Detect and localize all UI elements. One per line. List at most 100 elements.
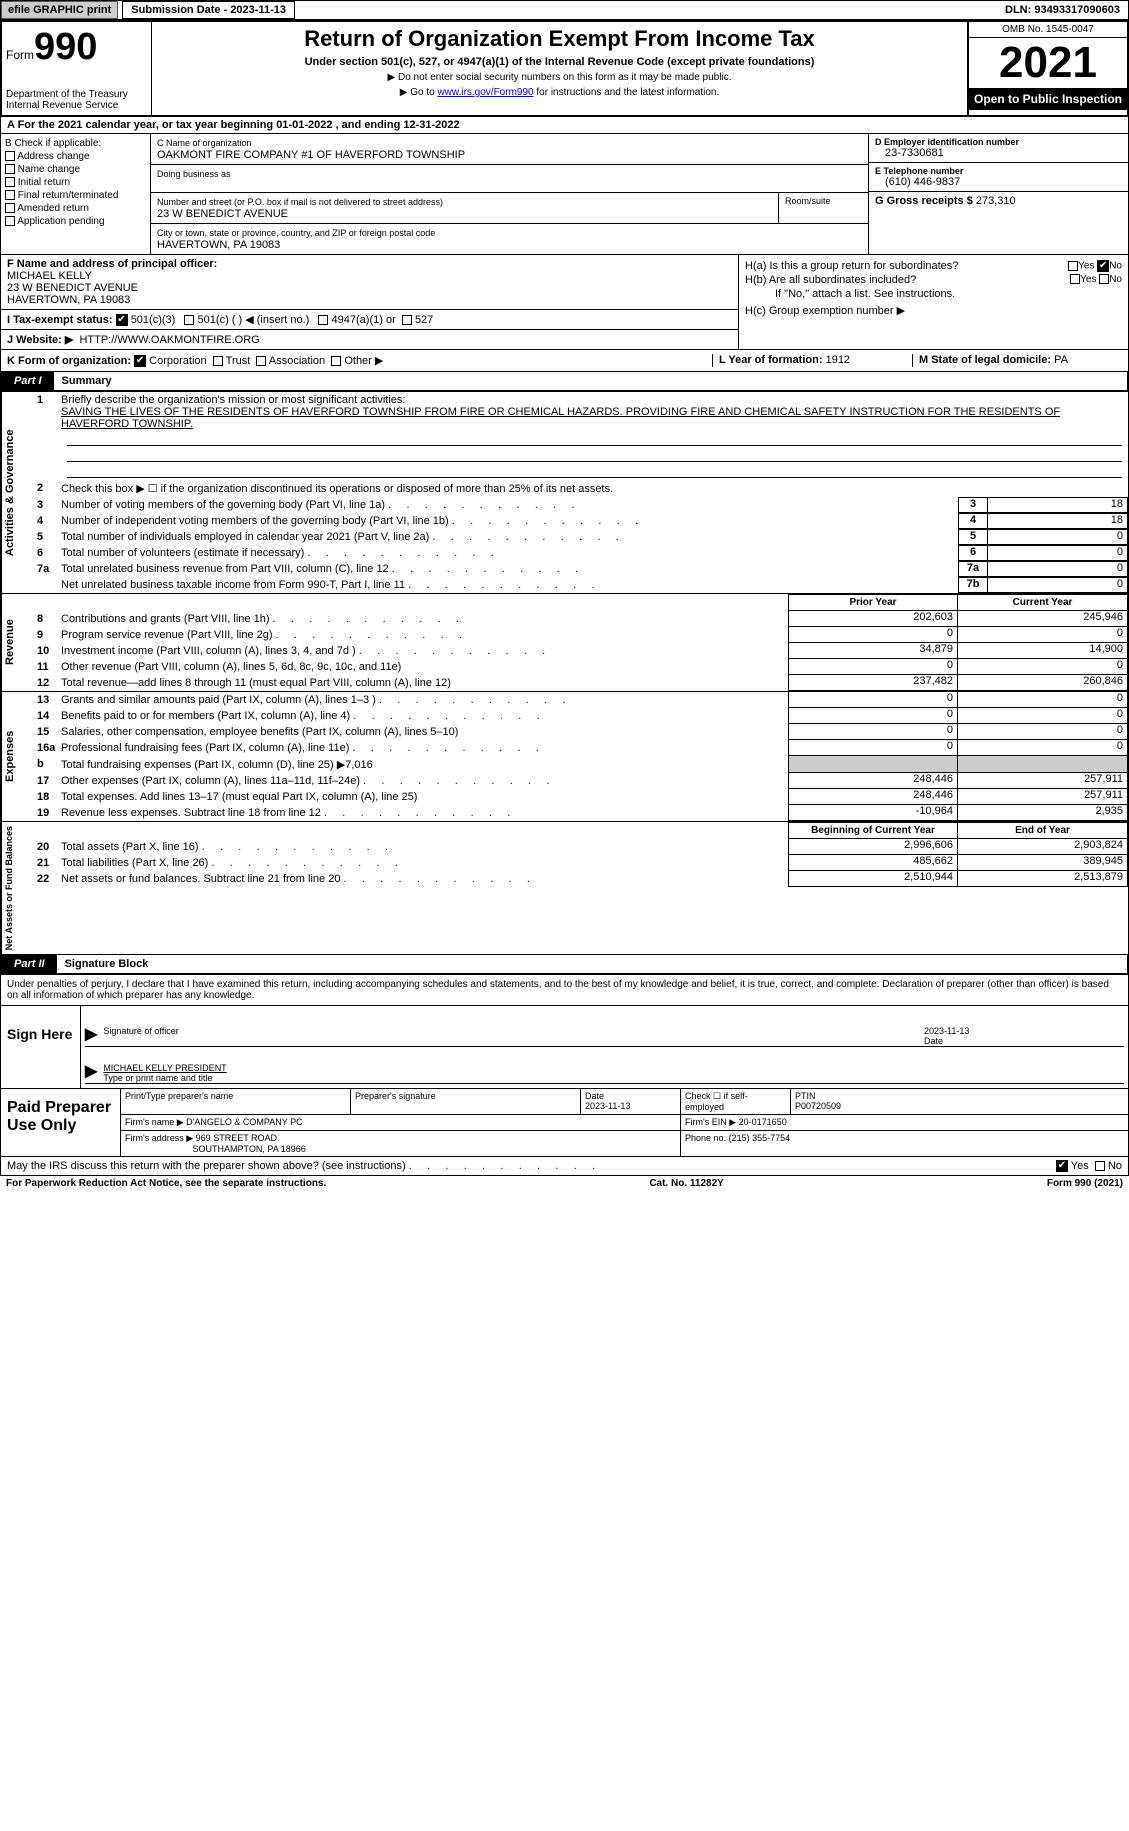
note-link: ▶ Go to www.irs.gov/Form990 for instruct… [156, 87, 963, 98]
tax-exempt-status: I Tax-exempt status: ✔ 501(c)(3) 501(c) … [1, 310, 738, 330]
hdr-prior-year: Prior Year [788, 594, 958, 611]
form-ref: Form 990 (2021) [1047, 1178, 1123, 1189]
city-field: City or town, state or province, country… [151, 224, 868, 254]
prep-ptin: PTINP00720509 [791, 1089, 1128, 1114]
chk-527[interactable] [402, 315, 412, 325]
row-a-tax-year: A For the 2021 calendar year, or tax yea… [0, 117, 1129, 134]
sig-intro: Under penalties of perjury, I declare th… [0, 975, 1129, 1006]
part2-header: Part II Signature Block [0, 955, 1129, 975]
dba-field: Doing business as [151, 165, 868, 193]
principal-officer: F Name and address of principal officer:… [1, 255, 738, 310]
chk-amended[interactable] [5, 203, 15, 213]
note-ssn: ▶ Do not enter social security numbers o… [156, 72, 963, 83]
prep-self-emp: Check ☐ if self-employed [681, 1089, 791, 1114]
chk-corp[interactable]: ✔ [134, 355, 146, 367]
chk-ha-yes[interactable] [1068, 261, 1078, 271]
summary-activities: Activities & Governance 1Briefly describ… [0, 392, 1129, 594]
officer-sig-field: Signature of officer [103, 1024, 924, 1046]
v7a: 0 [988, 561, 1128, 577]
col-b-checkboxes: B Check if applicable: Address change Na… [1, 134, 151, 254]
firm-name: Firm's name ▶ D'ANGELO & COMPANY PC [121, 1115, 681, 1130]
part2-title: Signature Block [57, 955, 157, 973]
firm-phone: Phone no. (215) 355-7754 [681, 1131, 1128, 1156]
chk-4947[interactable] [318, 315, 328, 325]
arrow-icon: ▶ [85, 1024, 103, 1046]
chk-ha-no[interactable]: ✔ [1097, 260, 1109, 272]
part1-header: Part I Summary [0, 372, 1129, 392]
state-domicile: M State of legal domicile: PA [912, 354, 1122, 367]
mission-text: SAVING THE LIVES OF THE RESIDENTS OF HAV… [61, 406, 1060, 430]
col-fij: F Name and address of principal officer:… [1, 255, 738, 349]
section-bcd: B Check if applicable: Address change Na… [0, 134, 1129, 255]
sign-here-label: Sign Here [1, 1006, 81, 1088]
chk-address-change[interactable] [5, 151, 15, 161]
chk-discuss-no[interactable] [1095, 1161, 1105, 1171]
chk-501c3[interactable]: ✔ [116, 314, 128, 326]
side-activities: Activities & Governance [1, 392, 31, 593]
h-c: H(c) Group exemption number ▶ [745, 304, 1122, 317]
form-prefix: Form [6, 48, 34, 62]
irs-discuss-row: May the IRS discuss this return with the… [0, 1157, 1129, 1176]
col-c-org-info: C Name of organization OAKMONT FIRE COMP… [151, 134, 868, 254]
ein-field: D Employer identification number 23-7330… [869, 134, 1128, 163]
form-title: Return of Organization Exempt From Incom… [156, 26, 963, 52]
firm-ein: Firm's EIN ▶ 20-0171650 [681, 1115, 1128, 1130]
omb-number: OMB No. 1545-0047 [969, 22, 1127, 38]
form-number: 990 [34, 26, 97, 68]
col-h-group: H(a) Is this a group return for subordin… [738, 255, 1128, 349]
section-fhij: F Name and address of principal officer:… [0, 255, 1129, 350]
chk-hb-no[interactable] [1099, 274, 1109, 284]
hdr-bcy: Beginning of Current Year [788, 822, 958, 839]
v5: 0 [988, 529, 1128, 545]
prep-name-hdr: Print/Type preparer's name [121, 1089, 351, 1114]
chk-trust[interactable] [213, 356, 223, 366]
form-header: Form990 Department of the Treasury Inter… [0, 20, 1129, 117]
side-netassets: Net Assets or Fund Balances [1, 822, 31, 954]
page-footer: For Paperwork Reduction Act Notice, see … [0, 1176, 1129, 1191]
v4: 18 [988, 513, 1128, 529]
efile-print-button[interactable]: efile GRAPHIC print [1, 1, 118, 19]
summary-expenses: Expenses 13Grants and similar amounts pa… [0, 692, 1129, 822]
tax-year: 2021 [969, 38, 1127, 88]
v7b: 0 [988, 577, 1128, 593]
prep-date: Date2023-11-13 [581, 1089, 681, 1114]
website-row: J Website: ▶ HTTP://WWW.OAKMONTFIRE.ORG [1, 330, 738, 349]
arrow-icon: ▶ [85, 1061, 103, 1083]
street-address-field: Number and street (or P.O. box if mail i… [151, 193, 778, 224]
chk-final-return[interactable] [5, 190, 15, 200]
public-inspection: Open to Public Inspection [969, 88, 1127, 110]
room-suite-field: Room/suite [778, 193, 868, 224]
paperwork-notice: For Paperwork Reduction Act Notice, see … [6, 1178, 326, 1189]
part2-label: Part II [2, 955, 57, 973]
h-note: If "No," attach a list. See instructions… [745, 288, 1122, 300]
firm-address: Firm's address ▶ 969 STREET ROAD SOUTHAM… [121, 1131, 681, 1156]
department-label: Department of the Treasury Internal Reve… [6, 89, 147, 111]
v6: 0 [988, 545, 1128, 561]
part1-title: Summary [54, 372, 120, 390]
chk-assoc[interactable] [256, 356, 266, 366]
col-d-ein: D Employer identification number 23-7330… [868, 134, 1128, 254]
chk-app-pending[interactable] [5, 216, 15, 226]
b-header: B Check if applicable: [5, 138, 146, 149]
sig-date-field: 2023-11-13Date [924, 1024, 1124, 1046]
preparer-block: Paid Preparer Use Only Print/Type prepar… [0, 1089, 1129, 1157]
side-revenue: Revenue [1, 594, 31, 691]
sign-block: Sign Here ▶ Signature of officer 2023-11… [0, 1006, 1129, 1089]
hdr-eoy: End of Year [958, 822, 1128, 839]
top-bar: efile GRAPHIC print Submission Date - 20… [0, 0, 1129, 20]
chk-initial-return[interactable] [5, 177, 15, 187]
year-box: OMB No. 1545-0047 2021 Open to Public In… [967, 22, 1127, 115]
preparer-label: Paid Preparer Use Only [1, 1089, 121, 1156]
year-formation: L Year of formation: 1912 [712, 354, 912, 367]
hdr-current-year: Current Year [958, 594, 1128, 611]
title-box: Return of Organization Exempt From Incom… [152, 22, 967, 115]
chk-hb-yes[interactable] [1070, 274, 1080, 284]
prep-sig-hdr: Preparer's signature [351, 1089, 581, 1114]
chk-name-change[interactable] [5, 164, 15, 174]
chk-other[interactable] [331, 356, 341, 366]
form-number-box: Form990 Department of the Treasury Inter… [2, 22, 152, 115]
chk-501c[interactable] [184, 315, 194, 325]
side-expenses: Expenses [1, 692, 31, 821]
irs-link[interactable]: www.irs.gov/Form990 [437, 87, 533, 98]
chk-discuss-yes[interactable]: ✔ [1056, 1160, 1068, 1172]
